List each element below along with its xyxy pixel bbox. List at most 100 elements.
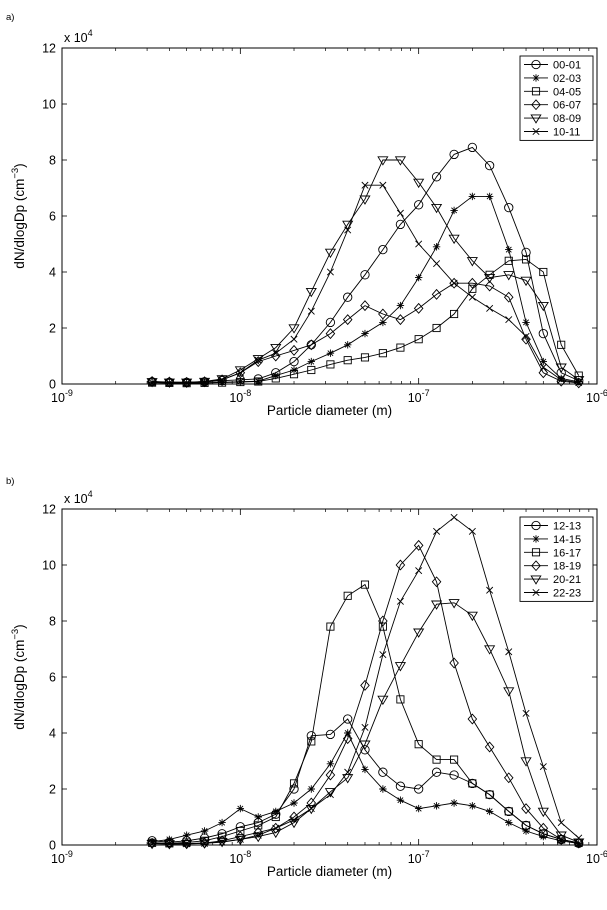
data-point xyxy=(539,267,548,277)
y-tick-label: 0 xyxy=(49,378,56,392)
data-point xyxy=(377,695,389,706)
data-point xyxy=(325,769,336,781)
series-line xyxy=(152,195,579,384)
data-point xyxy=(450,309,459,319)
legend-marker xyxy=(530,114,542,124)
data-point xyxy=(415,240,423,248)
data-point xyxy=(414,784,424,794)
data-point xyxy=(557,819,565,827)
data-point xyxy=(378,615,388,627)
y-multiplier: x 104 xyxy=(64,489,93,506)
y-tick-label: 6 xyxy=(49,671,56,685)
data-point xyxy=(290,816,298,824)
data-point xyxy=(360,679,370,691)
data-point xyxy=(344,341,352,349)
data-point xyxy=(505,316,513,324)
legend-label: 04-05 xyxy=(553,86,581,98)
data-point xyxy=(538,328,548,339)
chart-panel-a: a) 0 2 4 6 8 10 12 10-9 10-8 10-7 10-6 x 104 dN/dlogD… xyxy=(6,12,607,418)
legend-box xyxy=(519,55,594,141)
data-point xyxy=(503,772,514,784)
data-point xyxy=(466,257,478,267)
data-point xyxy=(520,757,532,767)
data-point xyxy=(432,323,441,333)
data-point xyxy=(235,831,246,843)
x-tick-label: 10-9 xyxy=(51,849,73,866)
x-axis-label: Particle diameter (m) xyxy=(267,864,392,879)
data-point xyxy=(289,779,299,788)
data-point xyxy=(394,662,407,672)
data-point xyxy=(539,832,548,841)
data-point xyxy=(575,839,583,848)
series-16-17 xyxy=(148,580,583,848)
legend-item: 20-21 xyxy=(524,574,581,586)
legend-item: 02-03 xyxy=(524,73,581,85)
data-point xyxy=(555,831,567,841)
data-point xyxy=(253,826,264,838)
data-point xyxy=(344,226,352,234)
series-line xyxy=(152,602,579,845)
data-point xyxy=(148,840,156,848)
data-point xyxy=(521,247,531,258)
data-point xyxy=(467,142,478,153)
data-point xyxy=(378,622,387,631)
data-point xyxy=(165,840,173,848)
data-point xyxy=(449,277,459,289)
data-point xyxy=(432,755,441,764)
legend-item: 04-05 xyxy=(524,86,581,98)
data-point xyxy=(254,377,263,386)
data-point xyxy=(539,357,548,366)
x-tick-label: 10-8 xyxy=(229,849,251,866)
legend-item: 22-23 xyxy=(524,588,581,600)
data-point xyxy=(218,376,226,384)
y-tick-label: 8 xyxy=(49,154,56,168)
data-point xyxy=(468,527,476,535)
data-point xyxy=(413,178,425,189)
data-point xyxy=(218,838,226,846)
data-point xyxy=(236,826,245,836)
data-point xyxy=(505,245,513,254)
data-point xyxy=(396,796,405,804)
legend-item: 12-13 xyxy=(524,521,581,533)
data-point xyxy=(326,760,335,768)
data-point xyxy=(326,622,335,631)
data-point xyxy=(449,149,459,160)
data-point xyxy=(468,293,476,301)
data-point xyxy=(468,779,477,788)
data-point xyxy=(272,824,280,832)
data-point xyxy=(431,288,442,300)
data-point xyxy=(467,277,478,289)
y-tick-label: 8 xyxy=(49,615,56,629)
data-point xyxy=(307,307,315,315)
data-point xyxy=(148,837,156,846)
data-point xyxy=(504,807,513,816)
data-point xyxy=(343,356,352,365)
data-point xyxy=(557,835,566,844)
data-point xyxy=(414,335,423,344)
y-multiplier: x 104 xyxy=(64,28,93,45)
data-point xyxy=(449,770,459,780)
data-point xyxy=(522,318,530,327)
data-point xyxy=(360,580,370,589)
data-point xyxy=(396,209,404,217)
data-point xyxy=(486,586,494,594)
data-point xyxy=(414,200,424,210)
data-point xyxy=(163,840,175,850)
data-point xyxy=(503,687,515,697)
data-point xyxy=(450,279,458,287)
legend-marker xyxy=(532,127,540,136)
legend-marker xyxy=(532,588,540,597)
data-point xyxy=(307,785,315,793)
legend-label: 22-23 xyxy=(553,588,581,600)
data-point xyxy=(218,832,227,841)
data-point xyxy=(200,836,209,845)
data-point xyxy=(484,280,495,292)
series-line xyxy=(152,146,579,383)
data-point xyxy=(450,513,458,521)
data-point xyxy=(415,567,423,575)
data-point xyxy=(432,802,441,810)
data-point xyxy=(538,822,549,834)
data-point xyxy=(270,828,282,839)
series-00-01 xyxy=(147,142,584,387)
data-point xyxy=(504,806,514,817)
